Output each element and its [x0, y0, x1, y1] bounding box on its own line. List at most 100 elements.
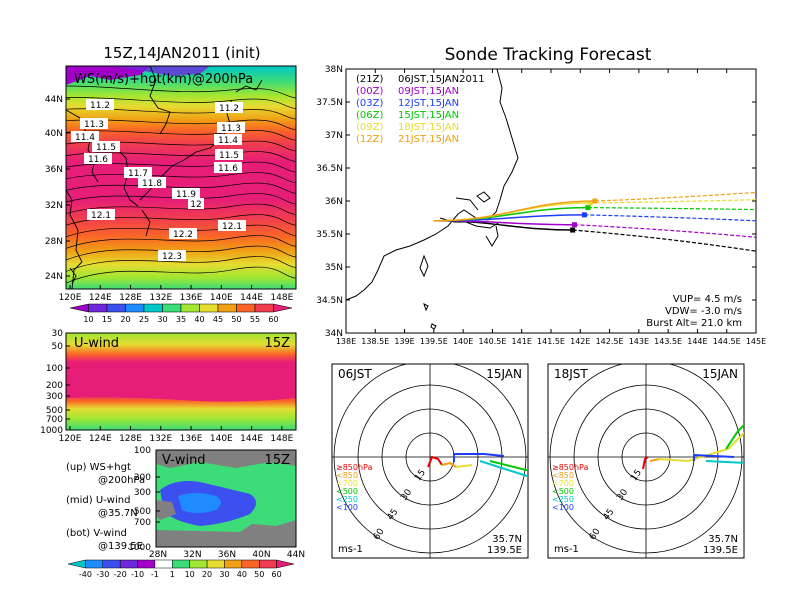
vwind-p-label: 100 — [134, 446, 151, 456]
track-lat-label: 38N — [325, 65, 343, 75]
track-dash-1 — [574, 224, 757, 238]
hodo-level-1: <850 — [552, 471, 574, 480]
track-lat-label: 37N — [325, 131, 343, 141]
init-title: 15Z,14JAN2011 (init) — [103, 44, 260, 62]
hodo-lon: 139.5E — [487, 545, 522, 556]
hodo-wind-cyan — [705, 460, 744, 464]
hodo-level-5: <100 — [336, 503, 358, 512]
uwind-lon-label: 128E — [119, 434, 142, 444]
ws-colorbar-cell — [180, 303, 200, 313]
track-dash-3 — [587, 207, 757, 211]
ws-contour-label: 11.6 — [88, 155, 108, 165]
ws-contour-label-bg — [92, 141, 120, 152]
track-lines — [433, 191, 757, 252]
vwind-time: 15Z — [265, 453, 291, 468]
legend-utc-4: (09Z) — [356, 122, 383, 133]
track-lon-label: 139E — [394, 337, 414, 346]
ws-contour-label-bg — [169, 228, 197, 239]
vwind-p-label: 500 — [134, 507, 151, 517]
ws-contour-line — [66, 97, 296, 109]
vwind-colorbar-tick: 40 — [237, 570, 247, 579]
note-bot-1: (bot) V-wind — [66, 528, 127, 539]
ws-map-blue-patch — [110, 66, 210, 76]
vwind-colorbar-cell — [85, 559, 104, 569]
vwind-colorbar-tick: 50 — [254, 570, 264, 579]
vwind-lat-label: 32N — [183, 550, 201, 560]
ws-contour-line — [66, 182, 296, 194]
track-lon-label: 142.5E — [596, 337, 624, 346]
ws-contour-label-bg — [124, 167, 152, 178]
track-lon-label: 140.5E — [478, 337, 506, 346]
ws-colorbar-cell — [106, 303, 126, 313]
vwind-colorbar-cell — [241, 559, 260, 569]
ws-lon-label: 124E — [89, 293, 112, 303]
ws-lat-label: 24N — [45, 272, 63, 282]
ws-contour-line — [66, 256, 296, 272]
note-mid-1: (mid) U-wind — [66, 495, 130, 506]
ws-lon-label: 136E — [180, 293, 203, 303]
track-lon-label: 138E — [336, 337, 356, 346]
legend-jst-3: 15JST,15JAN — [398, 110, 459, 121]
ws-lat-axis: 44N 40N 36N 32N 28N 24N — [45, 95, 70, 282]
ws-colorbar-tick: 55 — [250, 315, 260, 324]
hodo-level-2: <700 — [336, 479, 358, 488]
track-lat-label: 35.5N — [316, 230, 343, 240]
ws-contour-label-bg — [215, 149, 243, 160]
ws-contour-label-bg — [71, 131, 99, 142]
legend-notes: (up) WS+hgt @200hPa (mid) U-wind @35.7N … — [66, 462, 145, 552]
ws-lon-label: 140E — [210, 293, 233, 303]
track-landing-marker-4 — [587, 200, 593, 206]
vwind-colorbar-cell — [206, 559, 225, 569]
hodo-date: 15JAN — [486, 367, 522, 381]
ws-contour-label: 11.3 — [221, 124, 241, 134]
legend-jst-5: 21JST,15JAN — [398, 134, 459, 145]
ws-contour-label-bg — [158, 250, 186, 261]
hodo-unit: ms-1 — [554, 544, 579, 555]
legend-jst-2: 12JST,15JAN — [398, 98, 459, 109]
ws-contour-label: 11.8 — [142, 179, 162, 189]
ws-contour-label: 11.7 — [128, 169, 148, 179]
vwind-grey-low — [156, 520, 296, 547]
vwind-colorbar-cell — [154, 559, 173, 569]
vwind-colorbar-tick: -10 — [131, 570, 144, 579]
uwind-lon-label: 120E — [59, 434, 82, 444]
track-lon-label: 140E — [453, 337, 473, 346]
ws-map-panel: 11.2 11.211.3 11.311.4 11.411.511.511.611.6… — [45, 65, 297, 324]
track-lon-label: 142E — [570, 337, 590, 346]
hodo-lat: 35.7N — [708, 534, 738, 545]
ws-contour-label: 11.3 — [84, 120, 104, 130]
uwind-label: U-wind — [74, 336, 119, 351]
vwind-colorbar-cell — [67, 559, 86, 569]
uwind-core-wobble — [66, 368, 296, 402]
ws-contour-line — [66, 266, 296, 284]
track-landing-marker-1 — [571, 222, 577, 228]
hodo-time: 06JST — [338, 367, 372, 381]
ws-colorbar-cell — [162, 303, 182, 313]
vwind-colorbar-cell — [119, 559, 138, 569]
uwind-lon-label: 148E — [270, 434, 293, 444]
vwind-label: V-wind — [162, 453, 206, 468]
track-lat-label: 34N — [325, 329, 343, 339]
track-lon-label: 144E — [687, 337, 707, 346]
vwind-colorbar-tick: 60 — [272, 570, 282, 579]
main-title: Sonde Tracking Forecast — [445, 45, 652, 65]
vwind-colorbar-tick: -1 — [151, 570, 159, 579]
vwind-p-label: 200 — [134, 473, 151, 483]
hodo-level-4: <250 — [552, 495, 574, 504]
legend-jst-4: 18JST,15JAN — [398, 122, 459, 133]
track-lon-label: 141E — [512, 337, 532, 346]
ws-lon-label: 120E — [59, 293, 82, 303]
track-lon-label: 145E — [746, 337, 766, 346]
hodo-level-3: <500 — [336, 487, 358, 496]
hodo-unit: ms-1 — [338, 544, 363, 555]
vwind-colorbar-tick: 20 — [202, 570, 212, 579]
uwind-lon-label: 132E — [149, 434, 172, 444]
ws-contour-label-bg — [188, 198, 204, 209]
note-bot-2: @139.5E — [98, 541, 143, 552]
ws-contour-label: 12.3 — [162, 252, 182, 262]
hodo-wind-250 — [693, 454, 735, 458]
